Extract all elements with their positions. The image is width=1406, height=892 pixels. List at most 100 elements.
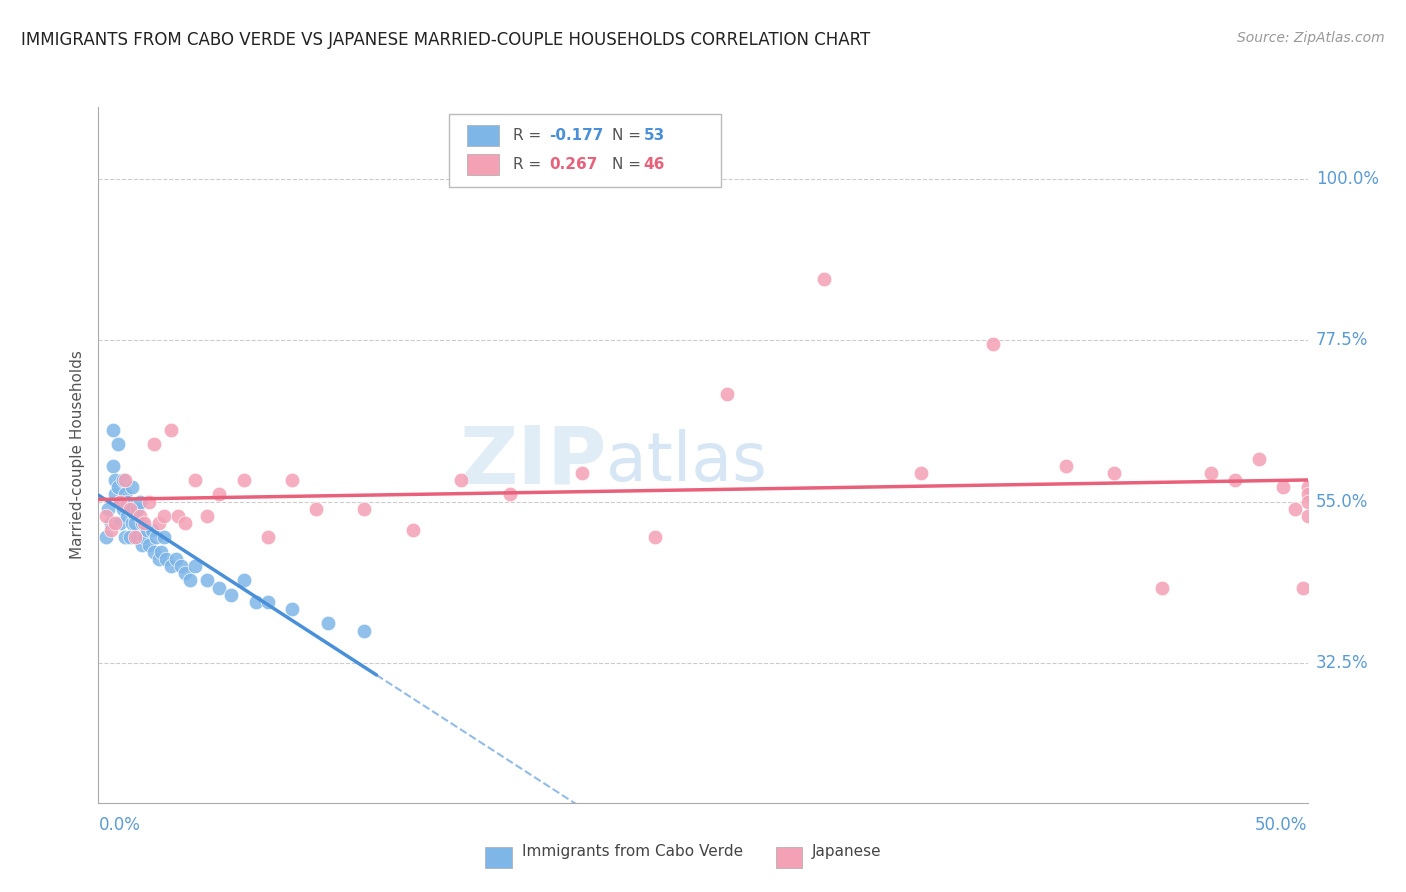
Text: 50.0%: 50.0% bbox=[1256, 815, 1308, 834]
Text: IMMIGRANTS FROM CABO VERDE VS JAPANESE MARRIED-COUPLE HOUSEHOLDS CORRELATION CHA: IMMIGRANTS FROM CABO VERDE VS JAPANESE M… bbox=[21, 31, 870, 49]
Point bbox=[165, 552, 187, 566]
Point bbox=[1223, 473, 1246, 487]
Point bbox=[813, 272, 835, 286]
Point bbox=[1102, 466, 1125, 480]
Point bbox=[100, 523, 122, 537]
Point bbox=[167, 508, 190, 523]
Point bbox=[127, 501, 149, 516]
Text: atlas: atlas bbox=[606, 429, 768, 495]
Point bbox=[353, 501, 375, 516]
Text: 0.267: 0.267 bbox=[550, 157, 598, 172]
Point bbox=[179, 574, 201, 588]
Point bbox=[281, 473, 304, 487]
Point bbox=[100, 516, 122, 530]
Point bbox=[221, 588, 243, 602]
Text: 0.0%: 0.0% bbox=[98, 815, 141, 834]
Point bbox=[143, 437, 166, 451]
Point bbox=[124, 508, 146, 523]
Point bbox=[1272, 480, 1295, 494]
Point bbox=[281, 602, 304, 616]
Point bbox=[1054, 458, 1077, 473]
Point bbox=[353, 624, 375, 638]
Point bbox=[256, 595, 278, 609]
FancyBboxPatch shape bbox=[776, 847, 803, 868]
Point bbox=[184, 559, 207, 574]
Text: 53: 53 bbox=[644, 128, 665, 143]
Point bbox=[245, 595, 267, 609]
Point bbox=[111, 473, 134, 487]
Point bbox=[148, 552, 170, 566]
Point bbox=[1296, 480, 1319, 494]
Point bbox=[141, 523, 163, 537]
Text: R =: R = bbox=[513, 157, 547, 172]
Point bbox=[981, 336, 1004, 351]
Point bbox=[104, 473, 127, 487]
Point bbox=[108, 494, 131, 508]
Point bbox=[131, 516, 153, 530]
Point bbox=[124, 530, 146, 544]
Point bbox=[155, 552, 177, 566]
Point bbox=[107, 437, 129, 451]
Text: ZIP: ZIP bbox=[458, 423, 606, 501]
Text: Immigrants from Cabo Verde: Immigrants from Cabo Verde bbox=[522, 844, 742, 859]
Point bbox=[1296, 494, 1319, 508]
Point bbox=[174, 566, 197, 581]
Point bbox=[169, 559, 191, 574]
Text: 32.5%: 32.5% bbox=[1316, 654, 1368, 672]
Point bbox=[402, 523, 425, 537]
Point bbox=[1152, 581, 1174, 595]
Point bbox=[152, 508, 174, 523]
Point bbox=[118, 501, 141, 516]
Point bbox=[150, 545, 173, 559]
Point bbox=[114, 487, 136, 501]
Point bbox=[152, 530, 174, 544]
Text: 100.0%: 100.0% bbox=[1316, 169, 1379, 188]
Point bbox=[117, 494, 139, 508]
Text: R =: R = bbox=[513, 128, 547, 143]
Point bbox=[195, 574, 218, 588]
Point bbox=[1284, 501, 1306, 516]
Point bbox=[134, 530, 156, 544]
Point bbox=[498, 487, 520, 501]
Point bbox=[1249, 451, 1271, 466]
Point bbox=[1296, 508, 1319, 523]
Point bbox=[195, 508, 218, 523]
Point bbox=[145, 530, 167, 544]
Point bbox=[208, 581, 231, 595]
Point bbox=[305, 501, 328, 516]
Point bbox=[124, 516, 146, 530]
Point bbox=[94, 530, 117, 544]
Point bbox=[135, 523, 157, 537]
Point bbox=[148, 516, 170, 530]
Point bbox=[644, 530, 666, 544]
Point bbox=[128, 494, 150, 508]
Point bbox=[316, 616, 339, 631]
Point bbox=[143, 545, 166, 559]
Point bbox=[117, 508, 139, 523]
Point bbox=[910, 466, 932, 480]
Point bbox=[184, 473, 207, 487]
Point bbox=[108, 516, 131, 530]
Point bbox=[108, 494, 131, 508]
Point bbox=[138, 494, 160, 508]
Point bbox=[111, 501, 134, 516]
Point bbox=[160, 559, 183, 574]
Point bbox=[104, 516, 127, 530]
Point bbox=[121, 480, 143, 494]
Point bbox=[127, 530, 149, 544]
Text: 46: 46 bbox=[644, 157, 665, 172]
Point bbox=[1199, 466, 1222, 480]
Point bbox=[114, 530, 136, 544]
Point bbox=[450, 473, 472, 487]
FancyBboxPatch shape bbox=[467, 154, 499, 175]
Point bbox=[232, 574, 254, 588]
Point bbox=[174, 516, 197, 530]
Point bbox=[1296, 487, 1319, 501]
Point bbox=[571, 466, 593, 480]
Point bbox=[118, 501, 141, 516]
Text: 77.5%: 77.5% bbox=[1316, 331, 1368, 349]
Point bbox=[134, 516, 156, 530]
Point bbox=[101, 458, 124, 473]
Text: -0.177: -0.177 bbox=[550, 128, 603, 143]
Text: 55.0%: 55.0% bbox=[1316, 492, 1368, 510]
